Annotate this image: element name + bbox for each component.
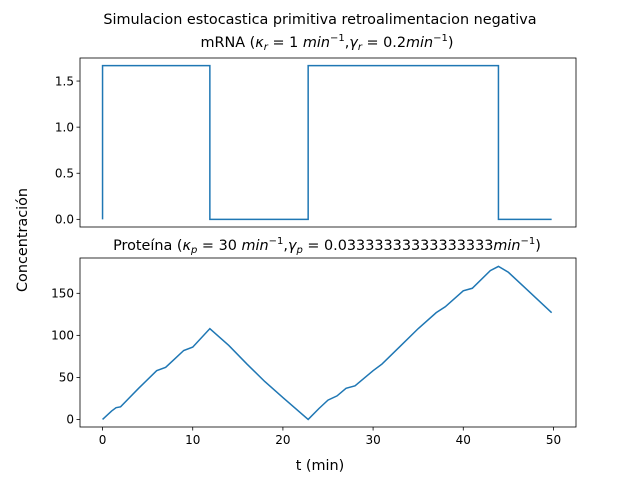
protein-y-tick-label: 0 [66,413,74,427]
protein-title: Proteína (κp = 30 min−1,γp = 0.033333333… [113,236,541,256]
y-axis-label: Concentración [15,188,31,292]
mrna-series-line [101,64,552,221]
protein-x-tick-label: 0 [99,433,107,447]
protein-y-tick-label: 100 [51,329,74,343]
figure-suptitle: Simulacion estocastica primitiva retroal… [103,12,536,28]
protein-x-tick-label: 20 [275,433,290,447]
protein-axes-frame [79,257,577,428]
protein-axes: Proteína (κp = 30 min−1,γp = 0.033333333… [51,236,577,447]
protein-x-tick-label: 40 [456,433,471,447]
mrna-title: mRNA (κr = 1 min−1,γr = 0.2min−1) [200,33,453,53]
mrna-axes: mRNA (κr = 1 min−1,γr = 0.2min−1) 0.0 0.5… [55,33,577,228]
mrna-axes-frame [79,57,577,228]
protein-y-tick-label: 150 [51,287,74,301]
mrna-y-tick-label: 1.5 [55,74,74,88]
mrna-y-tick-label: 1.0 [55,120,74,134]
x-axis-label: t (min) [296,458,345,474]
protein-x-tick-label: 30 [365,433,380,447]
protein-series-line [102,265,553,421]
protein-x-tick-label: 50 [546,433,561,447]
protein-y-tick-label: 50 [59,371,74,385]
protein-x-tick-label: 10 [185,433,200,447]
mrna-y-tick-label: 0.5 [55,167,74,181]
mrna-y-tick-label: 0.0 [55,213,74,227]
